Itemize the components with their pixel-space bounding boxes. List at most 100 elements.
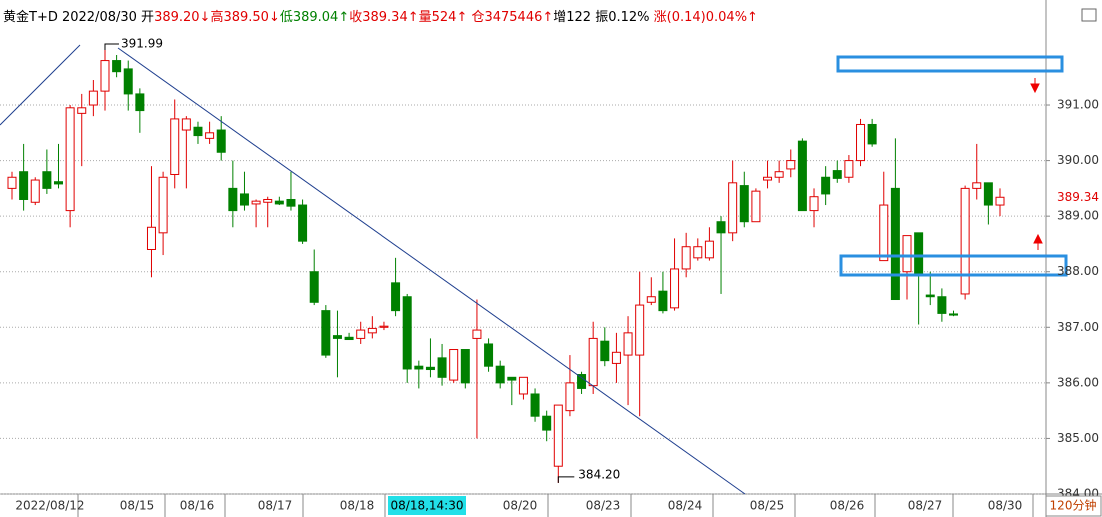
- candle-body: [367, 327, 377, 334]
- candle-body: [205, 132, 215, 139]
- candle-body: [449, 349, 459, 381]
- up-arrow: [1033, 233, 1043, 250]
- y-tick-label: 387.00: [1057, 320, 1099, 334]
- toolbar-icon[interactable]: [1081, 8, 1097, 22]
- quote-header: 黄金T+D 2022/08/30 开389.20↓高389.50↓低389.04…: [3, 6, 758, 25]
- candle-body: [65, 107, 75, 212]
- candle-body: [960, 187, 970, 295]
- candle-body: [425, 366, 435, 371]
- candle-body: [995, 196, 1005, 206]
- x-tick-label: 08/24: [668, 499, 703, 513]
- candle-body: [879, 204, 889, 262]
- high-leader: [104, 43, 119, 51]
- candle-body: [53, 181, 63, 185]
- candle-body: [146, 226, 156, 250]
- candle-body: [611, 351, 621, 364]
- candle-body: [937, 296, 947, 314]
- candle-body: [309, 271, 319, 303]
- header-item: 量524↑: [418, 10, 472, 25]
- candle-body: [263, 198, 273, 203]
- x-tick-label: 08/18: [340, 499, 375, 513]
- header-item: 涨(0.14)0.04%↑: [653, 10, 758, 25]
- x-tick-label: 08/25: [750, 499, 785, 513]
- candle-body: [728, 182, 738, 234]
- x-tick-label: 08/23: [586, 499, 621, 513]
- candle-body: [797, 140, 807, 212]
- x-tick-label: 08/30: [988, 499, 1023, 513]
- candle-body: [972, 182, 982, 189]
- candle-body: [844, 160, 854, 178]
- candle-body: [216, 129, 226, 153]
- period-box: [1045, 495, 1102, 517]
- header-item: 仓3475446↑: [471, 10, 554, 25]
- candle-body: [344, 336, 354, 341]
- candle-body: [170, 118, 180, 175]
- candle-body: [460, 349, 470, 384]
- y-tick-label: 389.00: [1057, 209, 1099, 223]
- x-tick-label: 08/17: [258, 499, 293, 513]
- candle-body: [821, 176, 831, 195]
- period-label: 120分钟: [1050, 498, 1097, 513]
- candle-body: [495, 365, 505, 384]
- trendline: [117, 47, 746, 495]
- candle-body: [542, 415, 552, 431]
- candle-body: [670, 268, 680, 309]
- header-item: 低389.04↑: [279, 10, 350, 25]
- x-tick-label: 08/26: [830, 499, 865, 513]
- candle-body: [228, 187, 238, 212]
- candle-body: [786, 160, 796, 170]
- candle-body: [356, 329, 366, 339]
- x-tick-label: 08/15: [120, 499, 155, 513]
- candle-body: [809, 196, 819, 212]
- candle-body: [518, 376, 528, 395]
- candle-body: [867, 123, 877, 145]
- candle-body: [507, 376, 517, 381]
- candle-body: [716, 221, 726, 234]
- header-item: 收389.34↑: [349, 10, 419, 25]
- candle-body: [100, 60, 110, 92]
- candle-body: [88, 90, 98, 106]
- candle-body: [332, 335, 342, 339]
- candle-body: [274, 200, 284, 205]
- candle-body: [402, 296, 412, 370]
- x-tick-label: 08/27: [908, 499, 943, 513]
- y-tick-label: 386.00: [1057, 375, 1099, 389]
- header-item: 振0.12%: [595, 10, 654, 25]
- candle-body: [693, 246, 703, 259]
- candle-body: [112, 60, 122, 73]
- candle-body: [391, 282, 401, 312]
- resistance-box: [836, 55, 1064, 73]
- header-item: 黄金T+D 2022/08/30: [3, 10, 142, 25]
- x-tick-label: 08/20: [503, 499, 538, 513]
- candle-body: [763, 176, 773, 181]
- header-item: 高389.50↓: [210, 10, 280, 25]
- trendline: [0, 44, 81, 126]
- candle-body: [19, 171, 29, 200]
- candle-body: [298, 204, 308, 242]
- candle-body: [774, 171, 784, 178]
- candle-body: [193, 126, 203, 137]
- support-box: [839, 254, 1068, 277]
- candle-body: [832, 170, 842, 179]
- candle-body: [681, 246, 691, 270]
- axes: 384.00385.00386.00387.00388.00389.00390.…: [15, 37, 1102, 517]
- candle-body: [286, 198, 296, 207]
- candle-body: [7, 176, 17, 189]
- candle-body: [751, 190, 761, 223]
- candle-body: [123, 68, 133, 95]
- candle-body: [181, 118, 191, 131]
- y-tick-label: 391.00: [1057, 98, 1099, 112]
- high-label: 391.99: [121, 37, 163, 51]
- candle-body: [658, 290, 668, 312]
- header-item: 增122: [553, 10, 596, 25]
- y-tick-label: 390.00: [1057, 153, 1099, 167]
- candle-body: [77, 107, 87, 114]
- candle-body: [414, 365, 424, 370]
- candle-body: [42, 171, 52, 189]
- candle-body: [158, 176, 168, 234]
- candle-body: [588, 337, 598, 387]
- candle-body: [646, 296, 656, 303]
